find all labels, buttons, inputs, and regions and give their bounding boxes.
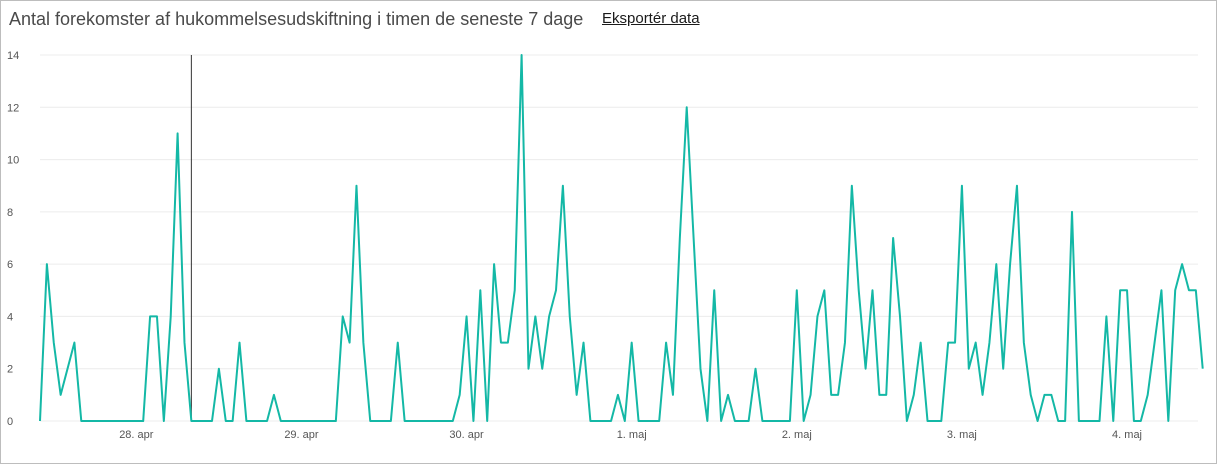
x-tick-label: 29. apr bbox=[284, 429, 319, 441]
y-tick-label: 8 bbox=[7, 207, 13, 219]
series-line bbox=[39, 54, 1204, 422]
y-tick-label: 6 bbox=[7, 259, 13, 271]
x-tick-label: 1. maj bbox=[617, 429, 647, 441]
x-tick-label: 3. maj bbox=[947, 429, 977, 441]
y-tick-label: 12 bbox=[7, 102, 19, 114]
y-tick-label: 2 bbox=[7, 364, 13, 376]
x-tick-label: 2. maj bbox=[782, 429, 812, 441]
export-data-link[interactable]: Eksportér data bbox=[602, 10, 700, 27]
y-tick-label: 0 bbox=[7, 416, 13, 428]
y-tick-label: 10 bbox=[7, 155, 19, 167]
chart-title: Antal forekomster af hukommelsesudskiftn… bbox=[9, 9, 584, 29]
x-tick-label: 30. apr bbox=[449, 429, 484, 441]
x-tick-label: 4. maj bbox=[1112, 429, 1142, 441]
x-tick-label: 28. apr bbox=[119, 429, 154, 441]
y-tick-label: 4 bbox=[7, 311, 13, 323]
y-tick-label: 14 bbox=[7, 50, 19, 62]
